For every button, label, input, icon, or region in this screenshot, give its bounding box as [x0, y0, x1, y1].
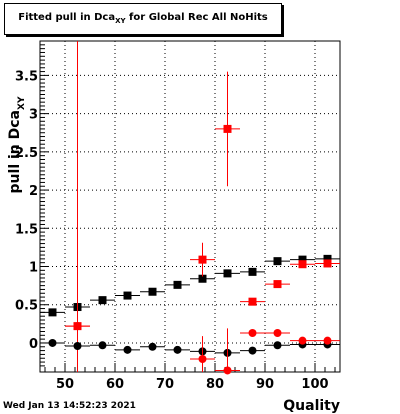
data-point-square — [248, 267, 257, 276]
plot-border — [39, 40, 341, 373]
data-point-circle — [223, 366, 232, 375]
title-suffix: for Global Rec All NoHits — [125, 12, 268, 23]
y-tick-label: 0.5 — [15, 299, 38, 314]
x-axis-title: Quality — [283, 398, 340, 414]
y-axis-title-subscript: XY — [17, 96, 27, 110]
data-point-circle — [248, 346, 257, 355]
data-point-square — [98, 296, 107, 305]
data-point-square — [298, 255, 307, 264]
data-point-square — [48, 308, 57, 317]
data-point-circle — [98, 341, 107, 350]
axis-labels: 50 60 70 80 90 100 0 0.5 1 1.5 2 2.5 3 3.5 Quality pull… — [7, 69, 340, 414]
datestamp: Wed Jan 13 14:52:23 2021 — [3, 401, 136, 411]
data-marks — [40, 41, 340, 375]
x-tick-label: 80 — [206, 377, 224, 392]
title-subscript: XY — [115, 17, 126, 25]
data-point-circle — [123, 345, 132, 354]
data-point-circle — [323, 336, 332, 345]
x-tick-label: 50 — [56, 377, 74, 392]
plot-frame — [39, 40, 341, 373]
y-tick-label: 2.5 — [15, 146, 38, 161]
y-tick-label: 2 — [29, 184, 38, 199]
y-axis-title-main: pull in Dca — [7, 110, 23, 193]
y-tick-label: 1 — [29, 261, 38, 276]
x-tick-label: 100 — [301, 377, 328, 392]
data-point-circle — [298, 336, 307, 345]
data-point-circle — [48, 338, 57, 347]
data-point-square — [248, 297, 257, 306]
data-point-square — [198, 274, 207, 283]
data-point-circle — [73, 322, 82, 331]
x-tick-label: 60 — [106, 377, 124, 392]
y-tick-label: 3.5 — [15, 69, 38, 84]
y-tick-label: 0 — [29, 337, 38, 352]
data-point-square — [323, 254, 332, 263]
y-tick-label: 3 — [29, 108, 38, 123]
y-tick-label: 1.5 — [15, 222, 38, 237]
grid-lines — [40, 41, 340, 372]
data-point-square — [123, 291, 132, 300]
x-tick-label: 90 — [256, 377, 274, 392]
data-point-circle — [73, 342, 82, 351]
data-point-square — [223, 269, 232, 278]
chart-title: Fitted pull in DcaXY for Global Rec All … — [5, 12, 281, 25]
data-point-square — [323, 259, 332, 268]
data-point-square — [198, 255, 207, 264]
title-box: Fitted pull in DcaXY for Global Rec All … — [4, 3, 282, 35]
data-point-square — [148, 287, 157, 296]
data-point-square — [173, 280, 182, 289]
data-point-square — [273, 280, 282, 289]
data-point-circle — [148, 342, 157, 351]
y-axis-title: pull in DcaXY — [7, 96, 27, 193]
x-tick-label: 70 — [156, 377, 174, 392]
data-point-square — [223, 124, 232, 133]
data-point-circle — [173, 345, 182, 354]
data-point-circle — [248, 329, 257, 338]
data-point-circle — [198, 355, 207, 364]
data-point-circle — [273, 341, 282, 350]
data-point-square — [273, 257, 282, 266]
axis-ticks — [40, 44, 336, 372]
title-prefix: Fitted pull in Dca — [18, 12, 116, 23]
data-point-square — [298, 260, 307, 269]
data-point-circle — [273, 329, 282, 338]
